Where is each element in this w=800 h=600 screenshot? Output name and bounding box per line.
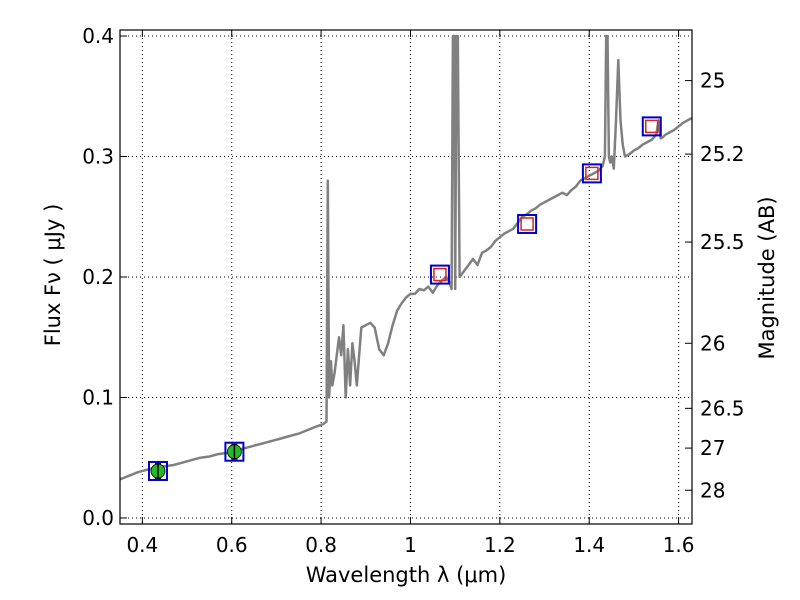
spectrum-line	[120, 34, 692, 481]
upper-limit-point	[585, 166, 599, 181]
y2-axis-label: Magnitude (AB)	[755, 196, 779, 359]
model-point	[517, 213, 538, 234]
model-point	[429, 264, 450, 285]
upper-limit-point	[645, 119, 659, 134]
x-tick-label: 1	[404, 533, 417, 557]
y2-tick-label: 28	[700, 478, 725, 502]
y-tick-label: 0.1	[82, 385, 114, 409]
x-tick-label: 1.6	[663, 533, 695, 557]
upper-limit-point	[520, 217, 534, 231]
y2-tick-label: 27	[700, 436, 725, 460]
x-tick-label: 0.8	[305, 533, 337, 557]
y-tick-label: 0.0	[82, 506, 114, 530]
model-point	[581, 163, 602, 184]
upper-limit-point	[433, 267, 447, 282]
x-tick-label: 1.2	[484, 533, 516, 557]
y-tick-label: 0.3	[82, 145, 114, 169]
y2-tick-label: 26	[700, 331, 725, 355]
model-point	[147, 460, 168, 481]
photometry-markers	[147, 116, 662, 481]
y2-tick-label: 26.5	[700, 396, 745, 420]
spectrum-plot	[120, 34, 692, 481]
model-point	[641, 116, 662, 137]
y2-tick-label: 25.2	[700, 142, 745, 166]
model-point	[224, 441, 245, 462]
x-axis-label: Wavelength λ (μm)	[306, 563, 507, 587]
y-axis-label: Flux Fν ( μJy )	[41, 204, 65, 347]
y2-tick-label: 25	[700, 69, 725, 93]
y-tick-label: 0.4	[82, 24, 114, 48]
x-tick-label: 1.4	[573, 533, 605, 557]
y-tick-label: 0.2	[82, 265, 114, 289]
grid-lines	[120, 30, 692, 524]
x-tick-label: 0.6	[216, 533, 248, 557]
y2-tick-label: 25.5	[700, 230, 745, 254]
axes: 0.4 0.6 0.8 1 1.2 1.4 1.6 0.0 0.1 0.2 0.3 0.4 25 25.2…	[82, 24, 744, 557]
x-tick-label: 0.4	[126, 533, 158, 557]
